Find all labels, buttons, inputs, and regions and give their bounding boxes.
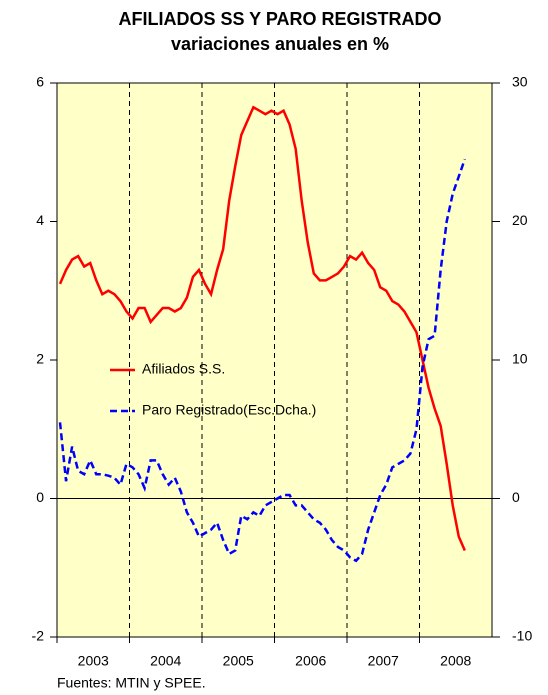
x-tick-label: 2004 — [150, 653, 181, 669]
series-line — [58, 158, 466, 563]
y-tick-label: 2 — [36, 351, 44, 367]
legend-label: Paro Registrado(Esc.Dcha.) — [142, 402, 316, 418]
y2-tick-label: 0 — [512, 489, 520, 505]
chart-title: AFILIADOS SS Y PARO REGISTRADO — [118, 9, 441, 29]
x-tick-label: 2006 — [295, 653, 326, 669]
y-tick-label: -2 — [32, 628, 45, 644]
series-line — [58, 105, 466, 551]
y-tick-label: 6 — [36, 74, 44, 90]
source-note: Fuentes: MTIN y SPEE. — [57, 675, 206, 691]
y2-tick-label: 20 — [512, 212, 528, 228]
y2-tick-label: 10 — [512, 351, 528, 367]
x-tick-label: 2003 — [78, 653, 109, 669]
legend-label: Afiliados S.S. — [142, 361, 225, 377]
chart-subtitle: variaciones anuales en % — [171, 34, 389, 54]
y2-tick-label: 30 — [512, 74, 528, 90]
y-tick-label: 4 — [36, 212, 44, 228]
x-tick-label: 2007 — [368, 653, 399, 669]
y-tick-label: 0 — [36, 489, 44, 505]
x-tick-label: 2005 — [223, 653, 254, 669]
y2-tick-label: -10 — [512, 628, 532, 644]
plot-frame — [56, 82, 493, 638]
x-tick-label: 2008 — [440, 653, 471, 669]
